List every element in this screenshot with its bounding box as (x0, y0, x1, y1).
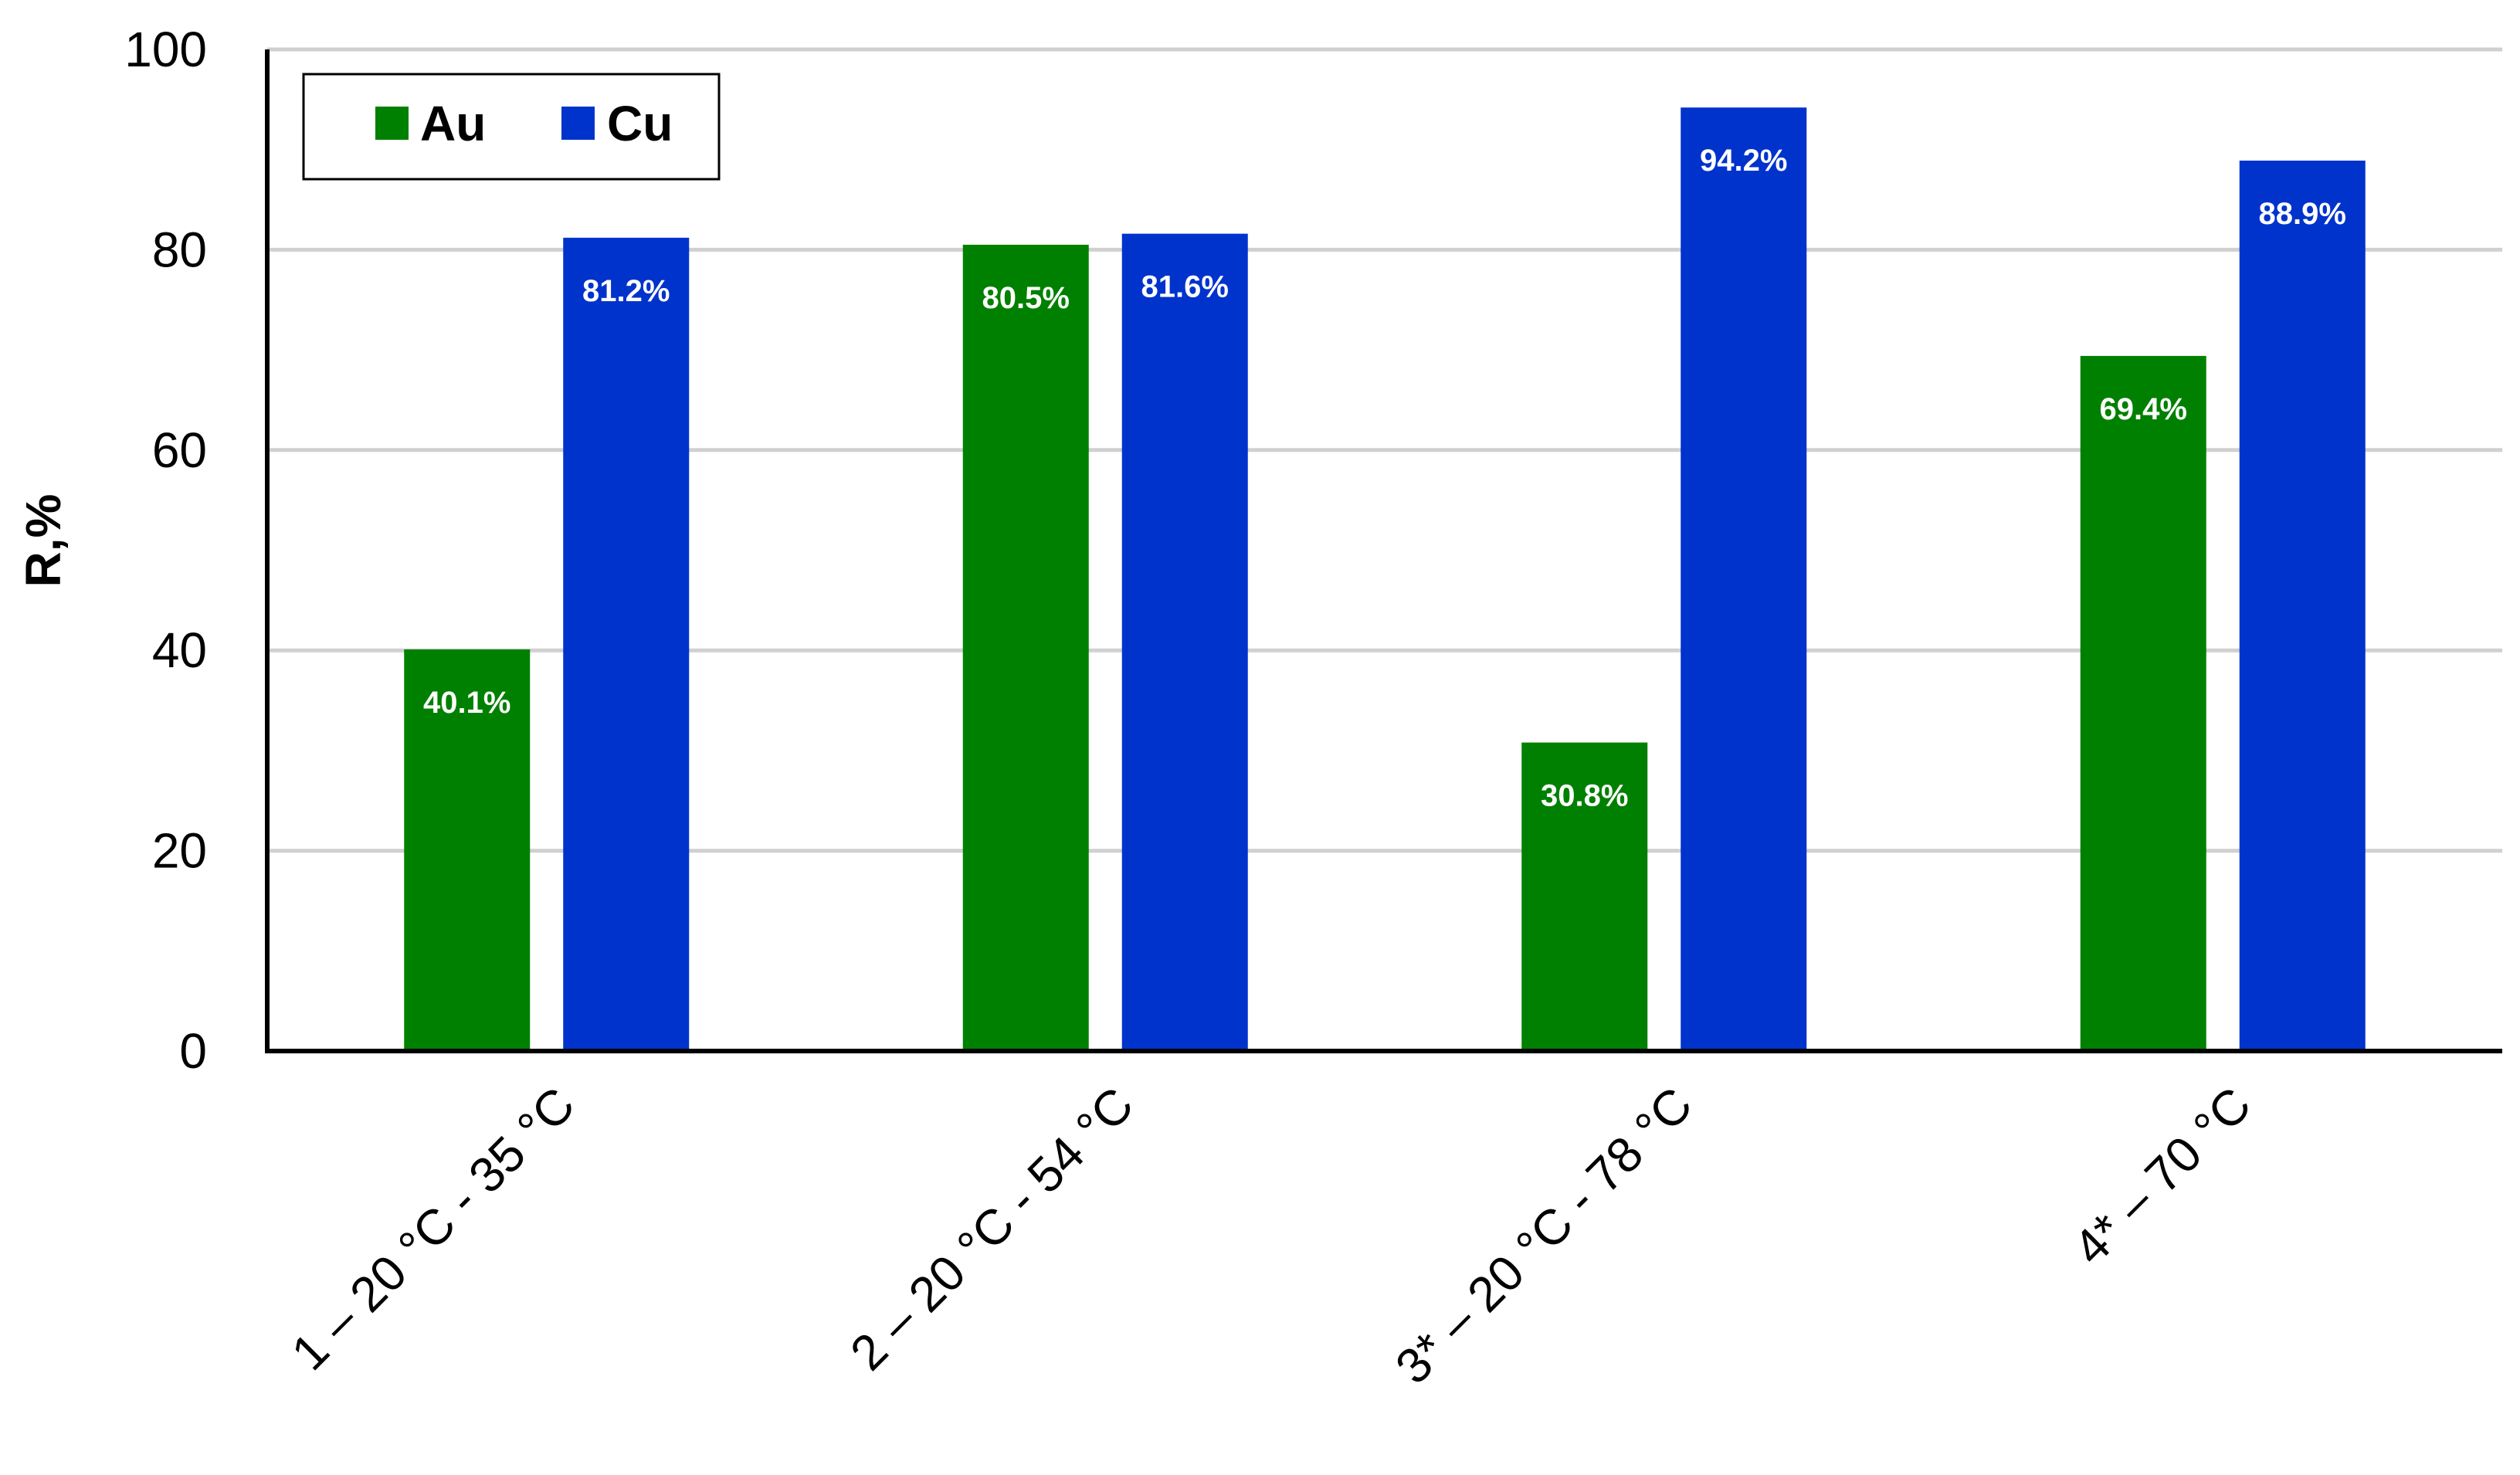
y-tick-label: 20 (152, 823, 207, 879)
data-label: 88.9% (2259, 197, 2346, 231)
y-axis-title: R,% (15, 494, 71, 588)
y-tick-label: 80 (152, 222, 207, 277)
bar-cu-2 (1121, 233, 1248, 1052)
data-label: 69.4% (2100, 392, 2187, 426)
data-label: 94.2% (1700, 144, 1787, 178)
data-label: 81.2% (582, 274, 670, 308)
bar-au-1 (404, 649, 531, 1051)
y-tick-label: 100 (124, 22, 207, 77)
data-label: 30.8% (1541, 779, 1628, 813)
y-tick-label: 60 (152, 422, 207, 478)
bar-cu-4 (2239, 160, 2366, 1051)
bars: 40.1% 81.2% 80.5% 81.6% 30.8% 94.2% 69.4% 88.9% (404, 107, 2366, 1052)
bar-au-2 (962, 244, 1089, 1051)
legend-swatch-au (375, 107, 409, 140)
bar-cu-1 (563, 237, 690, 1052)
legend-label-cu: Cu (607, 96, 673, 151)
bar-cu-3 (1681, 107, 1807, 1052)
y-tick-labels: 0 20 40 60 80 100 (124, 22, 207, 1079)
legend-box (302, 73, 721, 181)
x-tick-labels: 1 – 20 °C - 35 °C 2 – 20 °C - 54 °C 3* – 2… (281, 1077, 2261, 1395)
legend-label-au: Au (420, 96, 486, 151)
legend: Au Cu (302, 73, 721, 181)
bar-au-3 (1521, 742, 1648, 1051)
x-tick-label: 2 – 20 °C - 54 °C (839, 1077, 1144, 1381)
x-tick-label: 1 – 20 °C - 35 °C (281, 1077, 585, 1381)
data-label: 81.6% (1141, 270, 1229, 304)
data-label: 40.1% (423, 686, 510, 720)
data-label: 80.5% (982, 281, 1070, 315)
legend-swatch-cu (561, 107, 595, 140)
y-tick-label: 40 (152, 622, 207, 678)
axes (265, 49, 2502, 1053)
y-tick-label: 0 (179, 1023, 207, 1079)
bar-au-4 (2080, 355, 2206, 1052)
x-tick-label: 3* – 20 °C - 78 °C (1385, 1077, 1703, 1395)
x-tick-label: 4* – 70 °C (2062, 1077, 2261, 1276)
